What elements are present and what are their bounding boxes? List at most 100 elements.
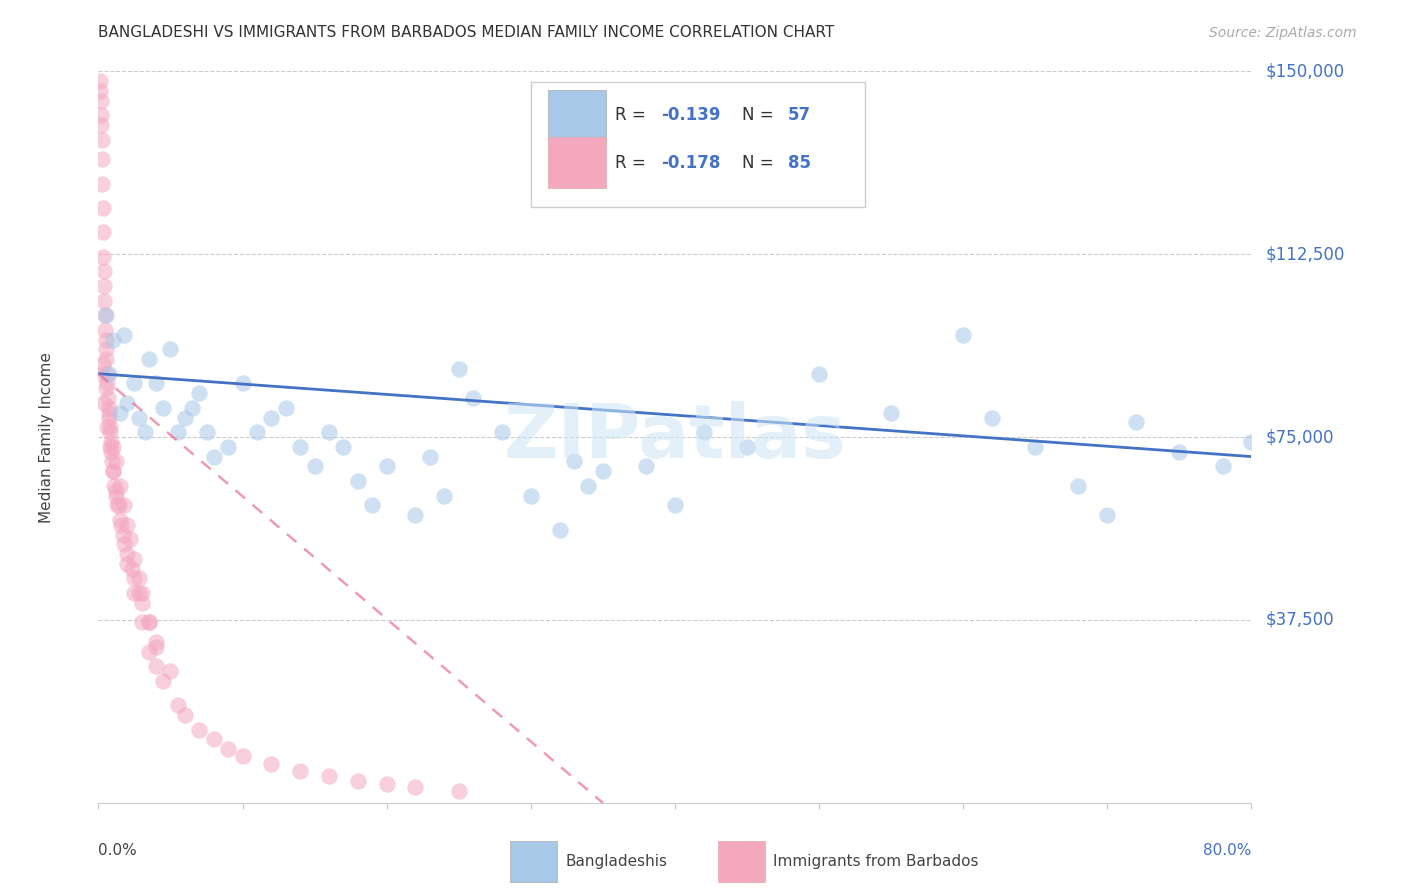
Point — [101, 454, 124, 468]
Text: N =: N = — [742, 153, 779, 172]
Point — [290, 764, 312, 778]
Text: -0.178: -0.178 — [661, 153, 720, 172]
Point — [120, 533, 142, 547]
Point — [952, 327, 974, 342]
Point — [145, 659, 167, 673]
Text: Median Family Income: Median Family Income — [39, 351, 53, 523]
Point — [94, 308, 117, 322]
Point — [97, 406, 120, 420]
Point — [202, 450, 225, 464]
Point — [91, 201, 114, 215]
Point — [981, 410, 1004, 425]
Point — [166, 425, 188, 440]
FancyBboxPatch shape — [510, 841, 557, 882]
Point — [195, 425, 218, 440]
Point — [174, 410, 197, 425]
Point — [117, 557, 138, 571]
Point — [260, 756, 283, 771]
Point — [880, 406, 903, 420]
Point — [93, 250, 115, 264]
Point — [145, 640, 167, 654]
Point — [110, 517, 132, 532]
Point — [332, 440, 354, 454]
Point — [101, 440, 124, 454]
Point — [138, 615, 160, 630]
Point — [145, 376, 167, 391]
Point — [121, 562, 143, 576]
Point — [491, 425, 513, 440]
Point — [89, 74, 111, 88]
Point — [93, 264, 115, 278]
Point — [90, 133, 112, 147]
Point — [128, 586, 150, 600]
Point — [260, 410, 283, 425]
Point — [98, 425, 121, 440]
Point — [128, 410, 150, 425]
Text: Immigrants from Barbados: Immigrants from Barbados — [773, 854, 979, 869]
Point — [94, 323, 117, 337]
Point — [124, 552, 146, 566]
FancyBboxPatch shape — [548, 90, 606, 141]
Point — [807, 367, 830, 381]
Text: N =: N = — [742, 106, 779, 124]
Point — [94, 381, 117, 395]
FancyBboxPatch shape — [548, 137, 606, 188]
Point — [104, 489, 127, 503]
Point — [94, 343, 117, 357]
Point — [735, 440, 758, 454]
Point — [166, 698, 188, 713]
Text: $37,500: $37,500 — [1265, 611, 1334, 629]
Point — [1125, 416, 1147, 430]
Point — [105, 499, 128, 513]
Point — [592, 464, 614, 478]
Point — [91, 225, 114, 239]
Text: R =: R = — [614, 106, 651, 124]
FancyBboxPatch shape — [530, 82, 865, 207]
Point — [90, 118, 112, 132]
Point — [159, 664, 181, 678]
Point — [188, 723, 211, 737]
Text: 80.0%: 80.0% — [1204, 843, 1251, 858]
Point — [131, 615, 153, 630]
Point — [100, 444, 122, 458]
Point — [100, 434, 122, 449]
Point — [128, 572, 150, 586]
Point — [91, 357, 114, 371]
Text: 57: 57 — [787, 106, 811, 124]
Point — [98, 420, 121, 434]
Point — [112, 537, 135, 551]
Text: -0.139: -0.139 — [661, 106, 720, 124]
Point — [124, 586, 146, 600]
Point — [548, 523, 571, 537]
FancyBboxPatch shape — [717, 841, 765, 882]
Point — [1024, 440, 1046, 454]
Point — [96, 376, 118, 391]
Point — [112, 499, 135, 513]
Point — [405, 508, 427, 522]
Point — [152, 673, 174, 688]
Text: 85: 85 — [787, 153, 811, 172]
Point — [447, 361, 470, 376]
Point — [138, 615, 160, 630]
Point — [138, 645, 160, 659]
Point — [159, 343, 181, 357]
Point — [117, 547, 138, 561]
Point — [447, 783, 470, 797]
Point — [104, 454, 127, 468]
Text: $150,000: $150,000 — [1265, 62, 1344, 80]
Point — [89, 84, 111, 98]
Point — [152, 401, 174, 415]
Point — [304, 459, 326, 474]
Point — [231, 376, 254, 391]
Point — [96, 420, 118, 434]
Text: 0.0%: 0.0% — [98, 843, 138, 858]
Point — [90, 94, 112, 108]
Point — [1067, 479, 1090, 493]
Point — [131, 586, 153, 600]
Point — [112, 327, 135, 342]
Text: ZIPatlas: ZIPatlas — [503, 401, 846, 474]
Point — [188, 386, 211, 401]
Point — [636, 459, 658, 474]
Point — [1168, 444, 1191, 458]
Point — [693, 425, 716, 440]
